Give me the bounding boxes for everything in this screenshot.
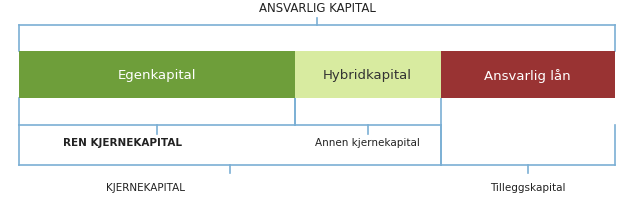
Text: Hybridkapital: Hybridkapital: [323, 69, 412, 82]
Text: REN KJERNEKAPITAL: REN KJERNEKAPITAL: [63, 137, 183, 147]
FancyBboxPatch shape: [441, 52, 615, 99]
FancyBboxPatch shape: [19, 52, 295, 99]
Text: ANSVARLIG KAPITAL: ANSVARLIG KAPITAL: [259, 2, 375, 15]
FancyBboxPatch shape: [295, 52, 441, 99]
Text: Ansvarlig lån: Ansvarlig lån: [484, 68, 571, 82]
Text: KJERNEKAPITAL: KJERNEKAPITAL: [107, 183, 185, 192]
Text: Annen kjernekapital: Annen kjernekapital: [315, 137, 420, 147]
Text: Egenkapital: Egenkapital: [118, 69, 196, 82]
Text: Tilleggskapital: Tilleggskapital: [490, 183, 566, 192]
